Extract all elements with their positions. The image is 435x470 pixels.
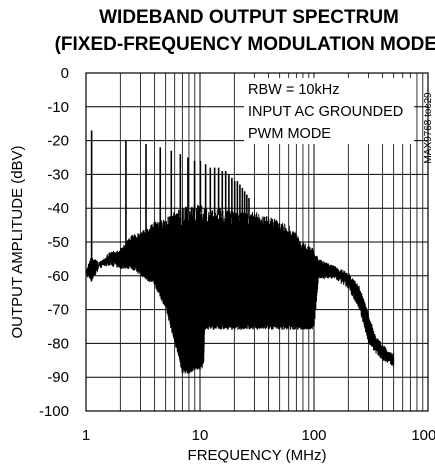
annotation-box: [244, 78, 414, 144]
annotation-input: INPUT AC GROUNDED: [248, 104, 403, 120]
y-axis-ticks: 0 -10 -20 -30 -40 -50 -60 -70 -80 -90 -100: [39, 65, 69, 420]
y-tick-label: -60: [47, 268, 69, 285]
x-tick-label: 100: [301, 427, 326, 444]
spectrum-noise-band: [86, 204, 395, 374]
y-tick-label: -20: [47, 133, 69, 150]
y-tick-label: -10: [47, 99, 69, 116]
y-tick-label: -50: [47, 234, 69, 251]
y-tick-label: -40: [47, 200, 69, 217]
y-tick-label: -80: [47, 335, 69, 352]
chart-title-line-1: WIDEBAND OUTPUT SPECTRUM: [99, 7, 399, 28]
annotation-rbw: RBW = 10kHz: [248, 82, 339, 98]
plot-frame: [85, 72, 429, 412]
y-tick-label: -30: [47, 166, 69, 183]
x-axis-label: FREQUENCY (MHz): [188, 447, 327, 464]
x-tick-label: 1000: [411, 427, 435, 444]
y-tick-label: -100: [39, 403, 69, 420]
spectrum-trace: [86, 130, 395, 374]
annotation-mode: PWM MODE: [248, 126, 331, 142]
figure-code: MAX9768 toc29: [423, 92, 434, 164]
y-axis-label: OUTPUT AMPLITUDE (dBV): [9, 145, 26, 338]
chart-title-line-2: (FIXED-FREQUENCY MODULATION MODE): [55, 34, 435, 55]
y-tick-label: 0: [61, 65, 69, 82]
y-tick-label: -70: [47, 302, 69, 319]
x-axis-ticks: 1 10 100 1000: [82, 427, 435, 444]
x-tick-label: 10: [192, 427, 209, 444]
y-tick-label: -90: [47, 369, 69, 386]
x-tick-label: 1: [82, 427, 90, 444]
